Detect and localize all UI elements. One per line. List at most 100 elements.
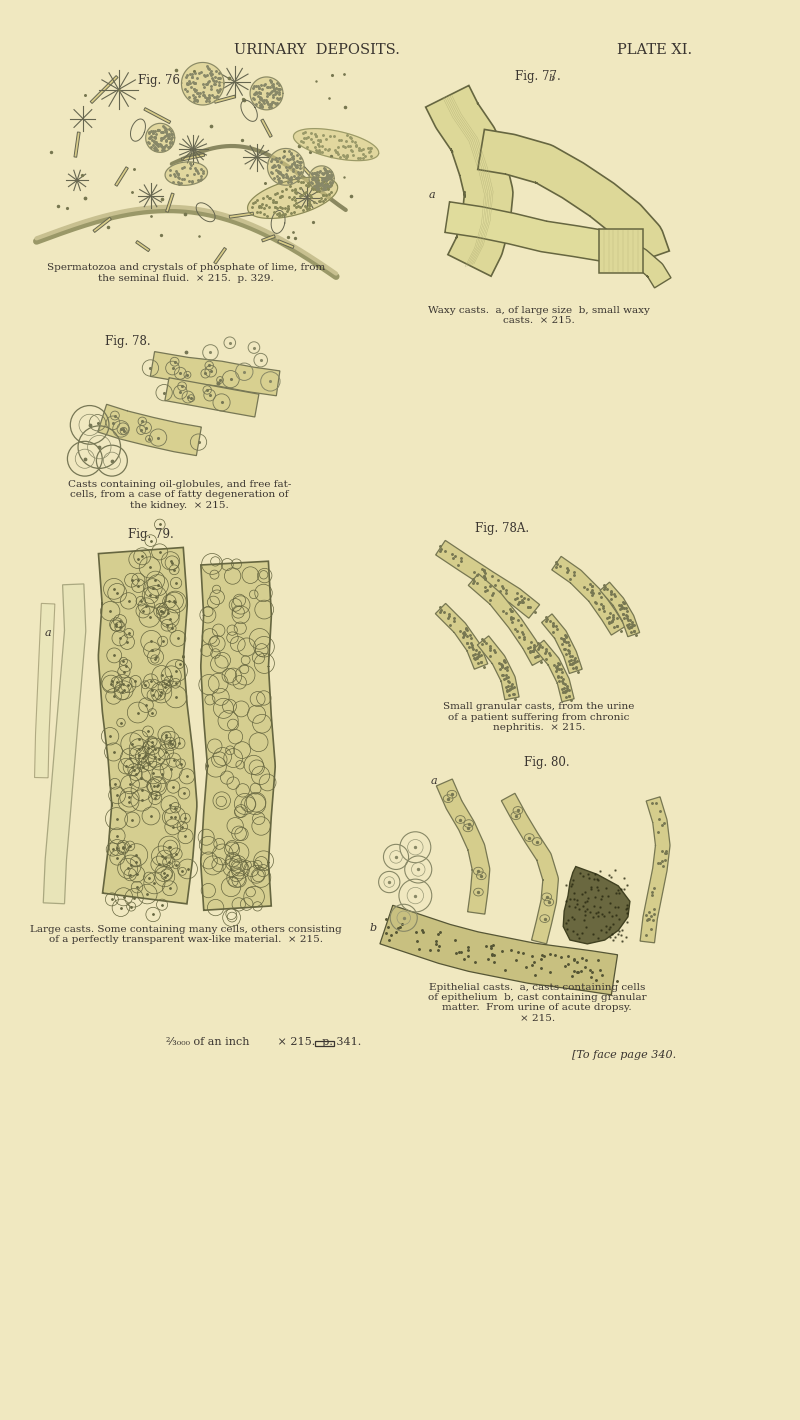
Point: [268, 78, 281, 101]
Point: [598, 905, 610, 927]
Point: [153, 853, 166, 876]
Point: [302, 172, 314, 195]
Point: [609, 859, 622, 882]
Point: [558, 676, 570, 699]
Point: [203, 70, 216, 92]
Point: [562, 944, 575, 967]
Point: [560, 890, 573, 913]
Point: [273, 168, 286, 190]
Point: [142, 737, 155, 760]
Point: [255, 95, 268, 118]
Point: [153, 748, 166, 771]
Point: [305, 163, 318, 186]
Point: [310, 170, 322, 193]
Point: [608, 615, 621, 638]
Point: [449, 941, 462, 964]
Point: [551, 665, 564, 687]
Point: [528, 950, 541, 973]
Point: [478, 567, 491, 589]
Point: [285, 166, 298, 189]
Point: [653, 808, 666, 831]
Point: [546, 613, 559, 636]
Point: [604, 582, 617, 605]
Point: [269, 196, 282, 219]
Point: [276, 180, 289, 203]
Point: [605, 588, 618, 611]
Point: [614, 598, 627, 621]
Point: [626, 612, 638, 635]
Point: [594, 888, 607, 910]
Point: [478, 656, 490, 679]
Point: [254, 81, 266, 104]
Point: [149, 569, 162, 592]
Polygon shape: [136, 240, 150, 251]
Point: [578, 890, 591, 913]
Polygon shape: [435, 604, 488, 669]
Point: [294, 178, 306, 200]
Text: ⅔₀₀₀ of an inch        × 215.  p. 341.: ⅔₀₀₀ of an inch × 215. p. 341.: [166, 1037, 362, 1047]
Point: [145, 629, 158, 652]
Point: [584, 572, 597, 595]
Point: [298, 182, 310, 204]
Polygon shape: [294, 129, 378, 160]
Point: [254, 87, 266, 109]
Point: [176, 375, 189, 398]
Point: [310, 172, 323, 195]
Point: [188, 80, 201, 102]
Point: [346, 139, 358, 162]
Point: [317, 168, 330, 190]
Point: [612, 594, 625, 616]
Point: [255, 87, 268, 109]
Point: [261, 91, 274, 114]
Point: [287, 222, 300, 244]
Point: [282, 156, 295, 179]
Point: [198, 75, 210, 98]
Point: [540, 609, 553, 632]
Point: [655, 814, 668, 836]
Point: [556, 667, 569, 690]
Point: [266, 75, 279, 98]
Point: [502, 674, 514, 697]
Point: [518, 626, 530, 649]
Point: [549, 943, 562, 966]
Point: [478, 575, 491, 598]
Point: [454, 550, 467, 572]
Point: [608, 582, 621, 605]
Point: [564, 689, 577, 711]
Point: [628, 619, 641, 642]
Polygon shape: [214, 95, 235, 104]
Point: [162, 125, 174, 148]
Point: [286, 148, 299, 170]
Point: [270, 80, 283, 102]
Point: [157, 114, 170, 136]
Point: [573, 861, 586, 883]
Point: [566, 652, 578, 674]
Point: [468, 642, 481, 665]
Point: [312, 176, 325, 199]
Point: [645, 919, 658, 941]
Point: [434, 598, 447, 621]
Point: [168, 351, 181, 373]
Point: [158, 135, 171, 158]
Point: [604, 926, 617, 949]
Point: [292, 135, 305, 158]
Point: [621, 910, 634, 933]
Point: [304, 186, 317, 209]
Point: [210, 70, 222, 92]
Point: [590, 902, 602, 924]
Point: [148, 872, 161, 895]
Point: [274, 87, 286, 109]
Point: [170, 159, 182, 182]
Point: [614, 923, 627, 946]
Point: [122, 673, 134, 696]
Point: [274, 151, 287, 173]
Point: [323, 125, 336, 148]
Point: [287, 148, 300, 170]
Point: [215, 391, 228, 413]
Point: [434, 596, 446, 619]
Point: [292, 166, 305, 189]
Point: [149, 119, 162, 142]
Point: [282, 170, 295, 193]
Point: [615, 596, 628, 619]
Point: [478, 579, 491, 602]
